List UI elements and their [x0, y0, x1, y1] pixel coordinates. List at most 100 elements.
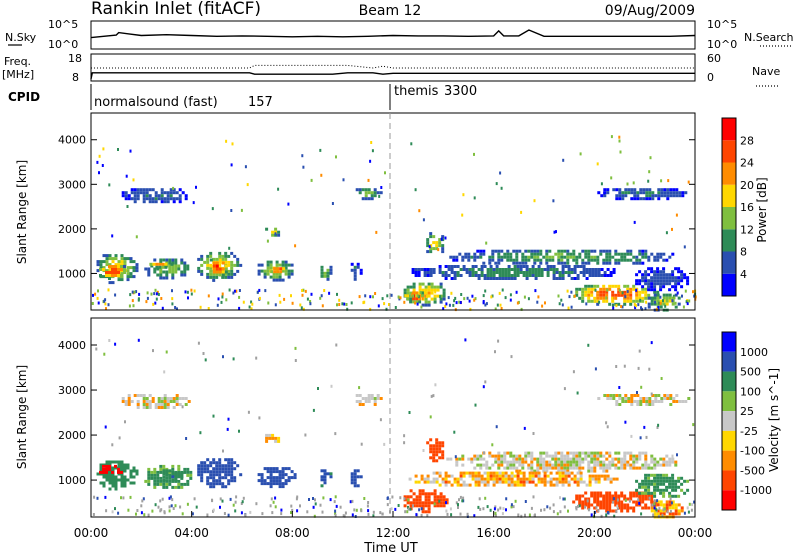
data-cell-p13 [560, 460, 564, 464]
data-cell-p19 [668, 282, 672, 286]
y-tick-label: 2000 [58, 429, 86, 442]
data-cell-p8 [175, 403, 179, 406]
scatter-cell [510, 505, 513, 509]
scatter-cell [132, 178, 135, 182]
data-cell-p18 [629, 296, 633, 300]
scatter-cell [640, 512, 643, 516]
data-cell-p17 [615, 400, 619, 403]
data-cell-p16 [671, 494, 675, 498]
data-cell-p13 [521, 463, 525, 467]
scatter-cell [663, 507, 666, 511]
data-cell-p0 [114, 487, 118, 491]
data-cell-p18 [608, 284, 612, 288]
data-cell-p1 [114, 268, 117, 271]
data-cell-p13 [545, 454, 549, 458]
data-cell-p8 [127, 394, 131, 397]
data-cell-p13 [449, 457, 453, 461]
data-cell-p15 [602, 500, 606, 504]
data-cell-p16 [572, 252, 576, 256]
data-cell-p17 [504, 271, 508, 274]
scatter-cell [386, 294, 389, 298]
data-cell-p18 [590, 290, 594, 294]
scatter-cell [216, 303, 219, 307]
data-cell-p4 [206, 464, 210, 468]
scatter-cell [163, 511, 166, 515]
y-tick-label: 4000 [58, 134, 86, 147]
data-cell-p13 [409, 297, 413, 301]
data-cell-p17 [456, 265, 460, 268]
data-cell-p14 [531, 480, 535, 484]
scatter-cell [657, 514, 660, 518]
data-cell-p9 [356, 262, 360, 266]
data-cell-p19 [680, 279, 684, 283]
data-cell-p12 [429, 447, 433, 451]
data-cell-p17 [600, 274, 604, 277]
scatter-cell [104, 425, 107, 429]
data-cell-p5 [275, 482, 279, 486]
data-cell-p14 [432, 471, 436, 475]
data-cell-p20 [603, 188, 607, 192]
scatter-cell [221, 295, 224, 299]
data-cell-p5 [281, 476, 285, 480]
data-cell-p2 [180, 258, 184, 262]
data-cell-p10 [130, 188, 134, 192]
scatter-cell [473, 298, 476, 302]
data-cell-p13 [427, 300, 431, 304]
data-cell-p3 [168, 469, 172, 473]
data-cell-p13 [641, 463, 645, 467]
data-cell-p19 [683, 273, 687, 277]
data-cell-p16 [629, 249, 633, 253]
data-cell-p11 [439, 501, 443, 505]
data-cell-p0 [111, 475, 115, 479]
scatter-cell [291, 301, 294, 305]
data-cell-p1 [117, 271, 120, 274]
scatter-cell [105, 509, 108, 513]
data-cell-p1 [111, 268, 114, 271]
data-cell-p13 [518, 463, 522, 467]
data-cell-p18 [614, 284, 618, 288]
scatter-cell [665, 231, 668, 235]
data-cell-p20 [645, 197, 649, 201]
scatter-cell [320, 173, 323, 177]
data-cell-p4 [230, 467, 234, 471]
scatter-cell [146, 296, 149, 300]
data-cell-p13 [569, 460, 573, 464]
data-cell-p16 [521, 261, 525, 265]
scatter-cell [181, 405, 184, 409]
data-cell-p10 [136, 194, 140, 198]
scatter-cell [267, 301, 270, 305]
scatter-cell [161, 497, 164, 501]
data-cell-p16 [677, 476, 681, 480]
data-cell-p15 [593, 494, 597, 498]
freq-nave-panel: Freq. [MHz] 18 8 60 0 Nave [2, 52, 780, 87]
data-cell-p13 [602, 460, 606, 464]
data-cell-p19 [644, 279, 648, 283]
data-cell-p13 [530, 469, 534, 473]
scatter-cell [251, 302, 254, 306]
data-cell-p16 [491, 258, 495, 262]
scatter-cell [494, 505, 497, 509]
data-cell-p4 [224, 476, 228, 480]
data-cell-p18 [614, 296, 618, 300]
data-cell-p8 [163, 397, 167, 400]
data-cell-p6 [263, 269, 267, 273]
data-cell-p2 [186, 482, 190, 486]
data-cell-p16 [530, 252, 534, 256]
data-cell-p17 [513, 271, 517, 274]
data-cell-p4 [203, 467, 207, 471]
data-cell-p13 [488, 466, 492, 470]
data-cell-p20 [669, 191, 673, 195]
data-cell-p16 [557, 258, 561, 262]
scatter-cell [573, 294, 576, 298]
data-cell-p15 [581, 503, 585, 507]
data-cell-p13 [473, 466, 477, 470]
data-cell-p18 [641, 290, 645, 294]
data-cell-p17 [444, 274, 448, 277]
data-cell-p17 [528, 274, 532, 277]
data-cell-p4 [218, 254, 222, 258]
data-cell-p13 [497, 463, 501, 467]
data-cell-p6 [284, 266, 288, 270]
data-cell-p4 [209, 461, 213, 465]
data-cell-p13 [530, 457, 534, 461]
data-cell-p16 [662, 476, 666, 480]
